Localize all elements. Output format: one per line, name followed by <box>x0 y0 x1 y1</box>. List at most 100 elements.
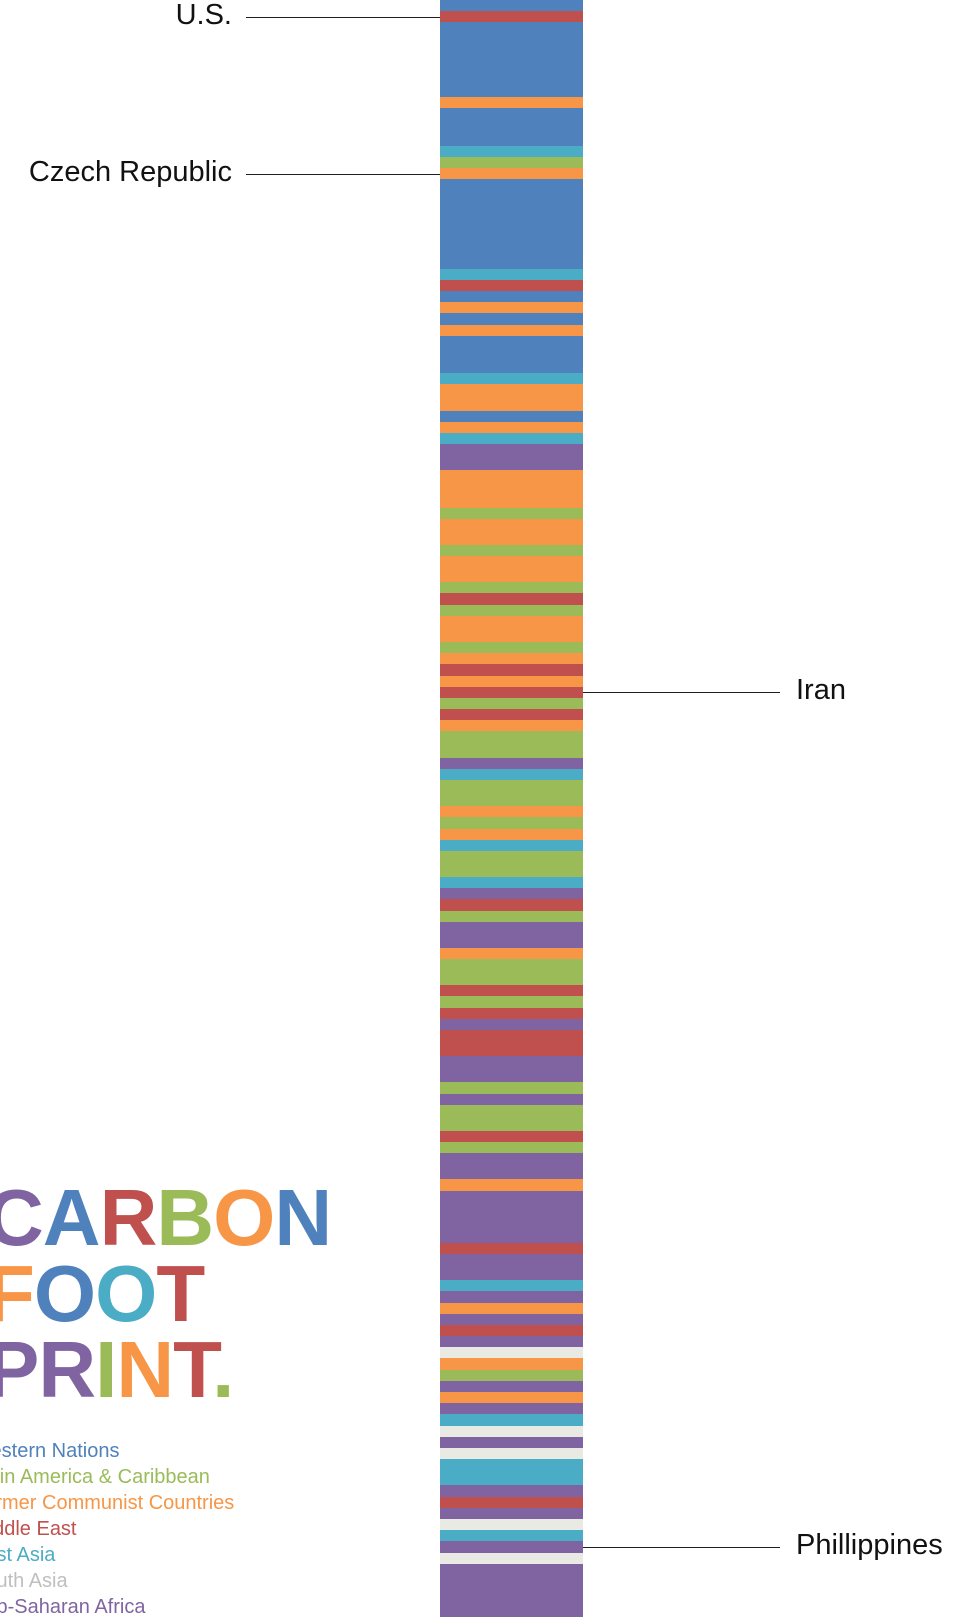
chart-title: CARBON FOOT PRINT. <box>0 1178 332 1410</box>
stripe-5 <box>440 145 583 158</box>
title-letter: T <box>173 1325 213 1414</box>
stripe-86 <box>440 1448 583 1460</box>
stripe-9 <box>440 268 583 281</box>
legend-item: Middle East <box>0 1518 77 1540</box>
stripe-11 <box>440 291 583 303</box>
stripe-33 <box>440 664 583 677</box>
stripe-56 <box>440 996 583 1009</box>
stripe-1 <box>440 11 583 23</box>
title-line-0: CARBON <box>0 1178 332 1258</box>
label-iran: Iran <box>796 674 846 706</box>
stripe-94 <box>440 1552 583 1565</box>
title-letter: . <box>212 1325 234 1414</box>
stripe-48 <box>440 877 583 889</box>
stripe-66 <box>440 1153 583 1180</box>
title-letter: T <box>156 1249 205 1338</box>
stripe-62 <box>440 1093 583 1106</box>
stripe-36 <box>440 697 583 710</box>
stripe-42 <box>440 780 583 807</box>
stripe-79 <box>440 1369 583 1382</box>
stripe-68 <box>440 1190 583 1244</box>
stripe-30 <box>440 615 583 643</box>
stripe-15 <box>440 335 583 374</box>
stripe-21 <box>440 444 583 471</box>
stripe-27 <box>440 582 583 594</box>
stripe-39 <box>440 731 583 759</box>
callout-line-czech-republic <box>246 174 440 175</box>
stripe-49 <box>440 888 583 901</box>
stripe-17 <box>440 384 583 412</box>
stripe-7 <box>440 167 583 180</box>
title-letter: O <box>33 1249 96 1338</box>
stripe-64 <box>440 1130 583 1143</box>
stripe-74 <box>440 1313 583 1326</box>
stripe-25 <box>440 544 583 557</box>
callout-line-iran <box>583 692 780 693</box>
title-letter: N <box>116 1325 174 1414</box>
stripe-95 <box>440 1563 583 1617</box>
stripe-69 <box>440 1242 583 1255</box>
stripe-29 <box>440 604 583 617</box>
stripe-89 <box>440 1496 583 1509</box>
stripe-61 <box>440 1082 583 1095</box>
stripe-54 <box>440 959 583 986</box>
callout-line-phillippines <box>583 1547 780 1548</box>
stripe-76 <box>440 1336 583 1348</box>
stripe-93 <box>440 1541 583 1554</box>
stripe-16 <box>440 373 583 385</box>
title-line-1: FOOT <box>0 1254 331 1334</box>
label-czech-republic: Czech Republic <box>28 156 232 188</box>
stripe-63 <box>440 1104 583 1132</box>
stripe-35 <box>440 686 583 699</box>
label-us: U.S. <box>175 0 232 31</box>
title-letter: A <box>42 1173 101 1262</box>
title-line-2: PRINT. <box>0 1330 331 1410</box>
stripe-40 <box>440 757 583 770</box>
label-phillippines: Phillippines <box>796 1529 943 1561</box>
stripe-37 <box>440 709 583 721</box>
stripe-82 <box>440 1403 583 1416</box>
stripe-46 <box>440 839 583 852</box>
stripe-65 <box>440 1142 583 1154</box>
stripe-91 <box>440 1518 583 1531</box>
stripe-51 <box>440 910 583 923</box>
title-letter: P <box>0 1325 39 1414</box>
stripe-92 <box>440 1530 583 1542</box>
stripe-0 <box>440 0 583 12</box>
title-letter: F <box>0 1249 35 1338</box>
stripe-38 <box>440 720 583 733</box>
title-letter: I <box>95 1325 117 1414</box>
stripe-34 <box>440 675 583 688</box>
stripe-73 <box>440 1302 583 1315</box>
stripe-14 <box>440 324 583 337</box>
stripe-88 <box>440 1485 583 1498</box>
stripe-3 <box>440 97 583 109</box>
stripe-2 <box>440 22 583 98</box>
stripe-80 <box>440 1380 583 1393</box>
stripe-22 <box>440 470 583 509</box>
title-letter: O <box>95 1249 157 1338</box>
title-letter: O <box>213 1173 275 1262</box>
stripe-31 <box>440 641 583 654</box>
stripe-75 <box>440 1324 583 1337</box>
stripe-58 <box>440 1018 583 1031</box>
stripe-72 <box>440 1291 583 1304</box>
stripe-18 <box>440 410 583 423</box>
stripe-24 <box>440 518 583 546</box>
legend-item: Former Communist Countries <box>0 1492 235 1514</box>
stripe-23 <box>440 507 583 520</box>
stripe-59 <box>440 1030 583 1057</box>
stripe-57 <box>440 1007 583 1020</box>
legend-item: South Asia <box>0 1570 68 1592</box>
stripe-83 <box>440 1414 583 1427</box>
stripe-28 <box>440 593 583 606</box>
legend: Western Nations Latin America & Caribbean… <box>0 1438 234 1620</box>
stripe-67 <box>440 1179 583 1192</box>
stripe-41 <box>440 768 583 781</box>
stripe-45 <box>440 828 583 841</box>
title-letter: C <box>0 1173 44 1262</box>
stripe-43 <box>440 806 583 818</box>
stripe-10 <box>440 279 583 292</box>
stripe-6 <box>440 156 583 169</box>
title-letter: R <box>38 1325 96 1414</box>
